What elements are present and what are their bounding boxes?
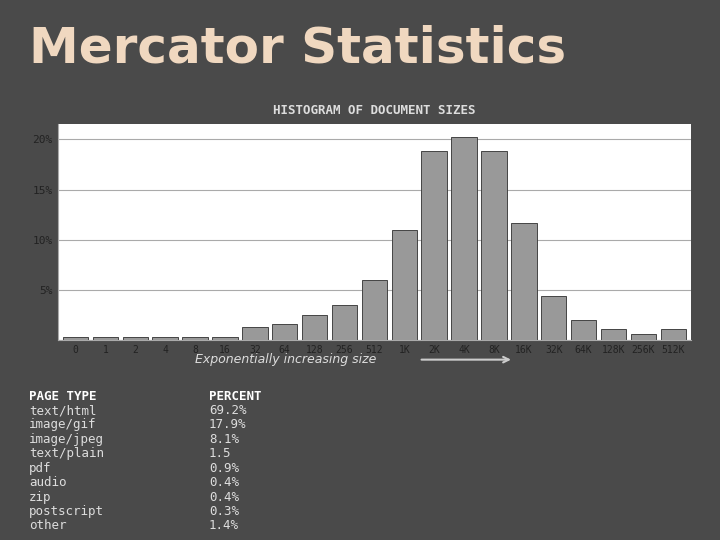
Bar <box>361 280 387 340</box>
Bar <box>481 151 507 340</box>
Text: 1.5: 1.5 <box>209 447 231 460</box>
Text: 0.4%: 0.4% <box>209 490 239 503</box>
Text: PAGE TYPE: PAGE TYPE <box>29 390 96 403</box>
Text: other: other <box>29 519 66 532</box>
Bar <box>212 337 238 340</box>
Text: HISTOGRAM OF DOCUMENT SIZES: HISTOGRAM OF DOCUMENT SIZES <box>273 104 476 117</box>
Bar <box>631 334 656 340</box>
Text: postscript: postscript <box>29 505 104 518</box>
Text: audio: audio <box>29 476 66 489</box>
Bar <box>332 305 357 340</box>
Text: PERCENT: PERCENT <box>209 390 261 403</box>
Bar <box>541 296 567 340</box>
Bar <box>421 151 447 340</box>
Text: Exponentially increasing size: Exponentially increasing size <box>195 353 377 366</box>
Bar <box>182 337 208 340</box>
Bar <box>242 327 268 340</box>
Text: 69.2%: 69.2% <box>209 404 246 417</box>
Text: 0.3%: 0.3% <box>209 505 239 518</box>
Text: image/jpeg: image/jpeg <box>29 433 104 446</box>
Text: 0.4%: 0.4% <box>209 476 239 489</box>
Bar <box>302 315 328 340</box>
Bar <box>63 337 89 340</box>
Bar <box>153 337 178 340</box>
Bar <box>272 324 297 340</box>
Text: 1.4%: 1.4% <box>209 519 239 532</box>
Text: text/html: text/html <box>29 404 96 417</box>
Text: 0.9%: 0.9% <box>209 462 239 475</box>
Text: 17.9%: 17.9% <box>209 418 246 431</box>
Text: zip: zip <box>29 490 51 503</box>
Text: text/plain: text/plain <box>29 447 104 460</box>
Text: 8.1%: 8.1% <box>209 433 239 446</box>
Bar <box>392 230 417 340</box>
Text: pdf: pdf <box>29 462 51 475</box>
Bar <box>511 222 536 340</box>
Bar <box>451 137 477 340</box>
Bar <box>571 320 596 340</box>
Text: image/gif: image/gif <box>29 418 96 431</box>
Bar <box>660 329 686 340</box>
Bar <box>93 337 118 340</box>
Bar <box>600 329 626 340</box>
Bar <box>122 337 148 340</box>
Text: Mercator Statistics: Mercator Statistics <box>29 25 566 72</box>
